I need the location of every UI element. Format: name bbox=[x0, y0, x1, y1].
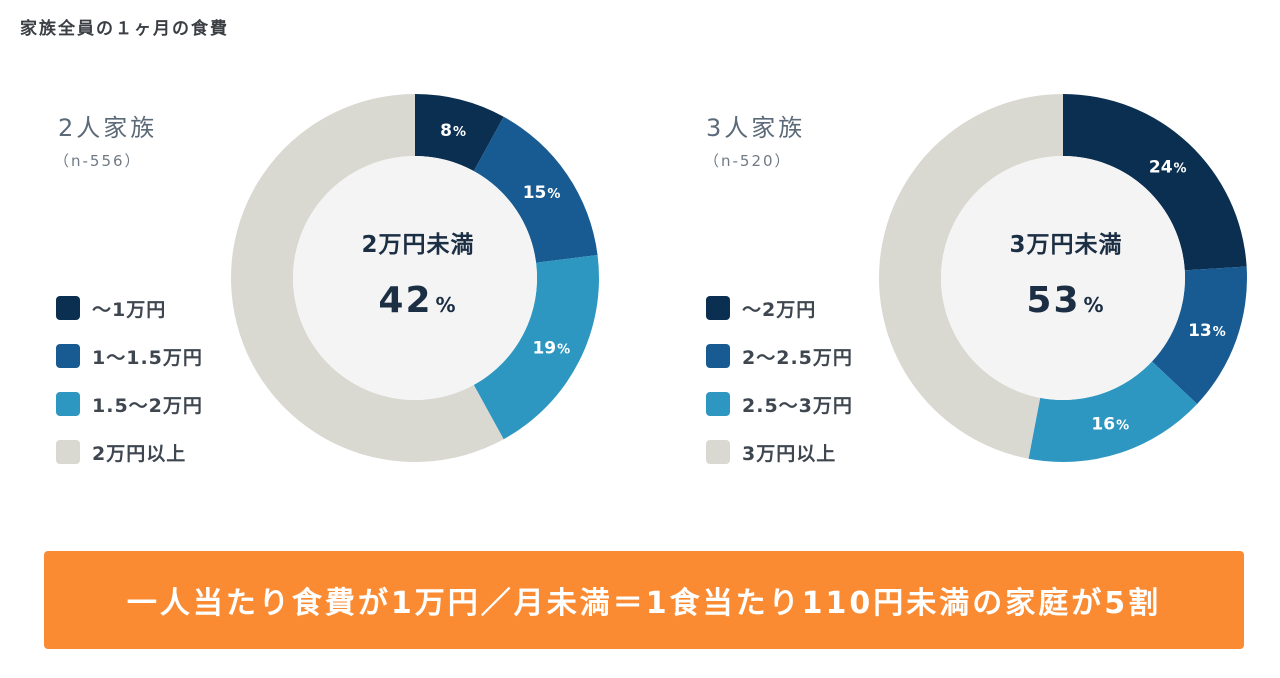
legend-label: 2～2.5万円 bbox=[742, 346, 853, 369]
segment-data-label: 19% bbox=[532, 338, 570, 358]
chart-subtitle: （n-556） bbox=[54, 152, 142, 170]
legend-swatch bbox=[56, 392, 80, 416]
donut-segment bbox=[473, 116, 598, 263]
legend-label: 2.5～3万円 bbox=[742, 394, 853, 417]
legend-item: ～1万円 bbox=[56, 284, 203, 332]
chart-legend: ～2万円 2～2.5万円 2.5～3万円 3万円以上 bbox=[706, 284, 853, 476]
legend-label: 2万円以上 bbox=[92, 442, 187, 465]
legend-swatch bbox=[706, 296, 730, 320]
segment-data-label: 16% bbox=[1091, 415, 1129, 435]
legend-swatch bbox=[706, 344, 730, 368]
donut-segment bbox=[879, 94, 1063, 459]
legend-item: 2万円以上 bbox=[56, 428, 203, 476]
legend-swatch bbox=[56, 344, 80, 368]
donut-segment bbox=[1028, 361, 1198, 462]
chart-subtitle: （n-520） bbox=[704, 152, 792, 170]
chart-title: 2人家族 bbox=[58, 114, 158, 142]
donut-segment bbox=[1151, 266, 1247, 404]
legend-item: 2.5～3万円 bbox=[706, 380, 853, 428]
center-label: 2万円未満 bbox=[361, 232, 474, 258]
donut-segment bbox=[1063, 94, 1247, 271]
legend-swatch bbox=[706, 392, 730, 416]
legend-swatch bbox=[56, 440, 80, 464]
legend-item: 1.5～2万円 bbox=[56, 380, 203, 428]
center-label: 3万円未満 bbox=[1009, 232, 1122, 258]
donut-segment bbox=[230, 94, 504, 462]
legend-item: 3万円以上 bbox=[706, 428, 853, 476]
segment-data-label: 13% bbox=[1188, 321, 1226, 341]
chart-legend: ～1万円 1～1.5万円 1.5～2万円 2万円以上 bbox=[56, 284, 203, 476]
donut-chart: 24% 13% 16% 3万円未満 53% bbox=[873, 88, 1253, 468]
legend-label: 1～1.5万円 bbox=[92, 346, 203, 369]
legend-item: ～2万円 bbox=[706, 284, 853, 332]
page-title: 家族全員の１ヶ月の食費 bbox=[20, 19, 229, 39]
chart-panel-three-person: 3人家族 （n-520） ～2万円 2～2.5万円 2.5～3万円 3万円以上 24%… bbox=[650, 0, 1280, 540]
segment-data-label: 15% bbox=[523, 183, 561, 203]
legend-swatch bbox=[706, 440, 730, 464]
segment-data-label: 24% bbox=[1149, 157, 1187, 177]
donut-center bbox=[941, 156, 1185, 400]
summary-banner-text: 一人当たり食費が1万円／月未満＝1食当たり110円未満の家庭が5割 bbox=[126, 586, 1162, 621]
donut-segment bbox=[473, 254, 599, 440]
chart-title: 3人家族 bbox=[706, 114, 806, 142]
legend-label: 1.5～2万円 bbox=[92, 394, 203, 417]
legend-label: ～2万円 bbox=[742, 298, 817, 321]
chart-panel-two-person: 2人家族 （n-556） ～1万円 1～1.5万円 1.5～2万円 2万円以上 8% 1… bbox=[0, 0, 640, 540]
segment-data-label: 8% bbox=[440, 121, 466, 141]
legend-label: 3万円以上 bbox=[742, 442, 837, 465]
legend-item: 1～1.5万円 bbox=[56, 332, 203, 380]
donut-chart: 8% 15% 19% 2万円未満 42% bbox=[225, 88, 605, 468]
legend-swatch bbox=[56, 296, 80, 320]
donut-center bbox=[293, 156, 537, 400]
donut-segment bbox=[415, 94, 504, 172]
legend-item: 2～2.5万円 bbox=[706, 332, 853, 380]
legend-label: ～1万円 bbox=[92, 298, 167, 321]
summary-banner: 一人当たり食費が1万円／月未満＝1食当たり110円未満の家庭が5割 bbox=[44, 551, 1244, 649]
